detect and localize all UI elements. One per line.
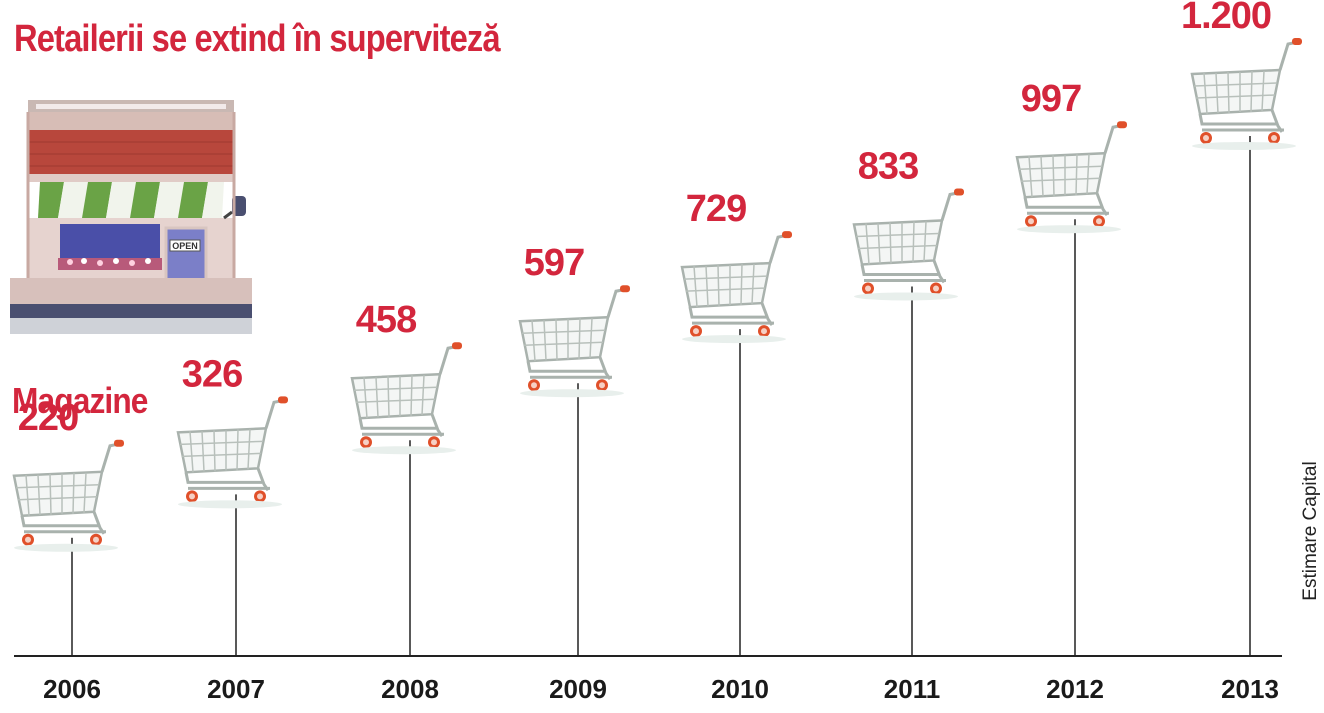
x-tick-label-2009: 2009: [549, 674, 607, 704]
data-label-2008: 458: [356, 299, 416, 341]
x-tick-label-2011: 2011: [884, 674, 940, 704]
chart-title: Retailerii se extind în superviteză: [14, 18, 501, 60]
data-label-2006: 220: [18, 397, 78, 439]
x-tick-label-2010: 2010: [711, 674, 769, 704]
data-label-2010: 729: [686, 188, 746, 230]
data-label-2009: 597: [524, 242, 584, 284]
data-label-2011: 833: [858, 145, 918, 187]
x-tick-label-2012: 2012: [1046, 674, 1104, 704]
open-sign-text: OPEN: [172, 241, 198, 251]
x-tick-label-2007: 2007: [207, 674, 265, 704]
data-label-2007: 326: [182, 353, 242, 395]
shopping-cart-icon: [852, 186, 966, 302]
data-label-2013: 1.200: [1181, 0, 1271, 37]
x-tick-label-2013: 2013: [1221, 674, 1279, 704]
shopping-cart-icon: [176, 394, 290, 510]
data-label-2012: 997: [1021, 78, 1081, 120]
shopping-cart-icon: [12, 438, 126, 554]
shopping-cart-icon: [350, 340, 464, 456]
storefront-icon: OPEN: [10, 100, 252, 334]
x-tick-label-2006: 2006: [43, 674, 101, 704]
x-tick-label-2008: 2008: [381, 674, 439, 704]
shopping-cart-icon: [1015, 119, 1129, 235]
chart-marks: 220 326 458 597 729 833 997 1.200: [12, 0, 1304, 656]
shopping-cart-icon: [680, 229, 794, 345]
shopping-cart-icon: [1190, 36, 1304, 152]
y-axis-label: Magazine: [12, 380, 148, 421]
x-axis-ticks: 2006 2007 2008 2009 2010 2011 2012 2013: [43, 674, 1279, 704]
shopping-cart-icon: [518, 283, 632, 399]
